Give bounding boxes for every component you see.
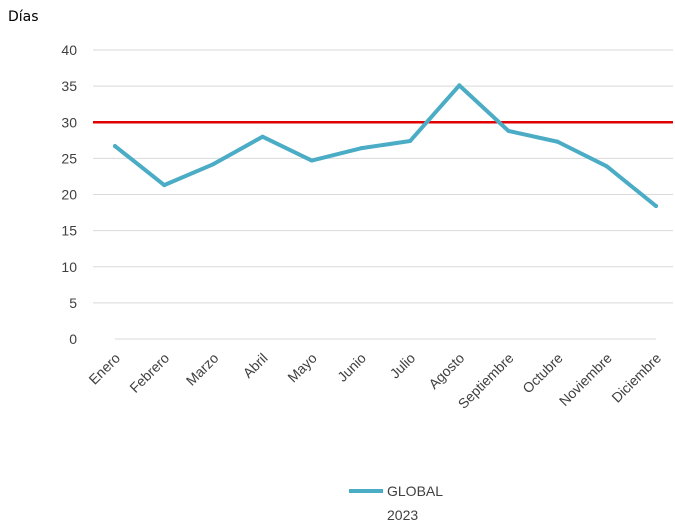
x-tick-label: Abril	[240, 350, 271, 381]
data-point	[555, 139, 560, 144]
legend-label-line2: 2023	[387, 507, 418, 523]
x-tick-label: Noviembre	[556, 350, 615, 409]
x-tick-label: Octubre	[519, 350, 566, 397]
y-tick-label: 5	[69, 295, 77, 311]
gridlines	[93, 49, 673, 340]
x-tick-label: Marzo	[183, 350, 222, 389]
series-line	[113, 83, 658, 209]
y-axis-label: Días	[8, 9, 39, 25]
data-point	[506, 128, 511, 133]
data-point	[260, 134, 265, 139]
x-tick-label: Diciembre	[608, 350, 664, 406]
y-tick-label: 15	[61, 223, 77, 239]
data-point	[309, 158, 314, 163]
y-tick-labels: 0 5 10 15 20 25 30 35 40	[61, 42, 77, 347]
data-point	[113, 144, 117, 149]
y-tick-label: 25	[61, 150, 77, 166]
data-point	[408, 139, 413, 144]
y-tick-label: 30	[61, 114, 77, 130]
y-tick-label: 20	[61, 187, 77, 203]
x-tick-label: Junio	[334, 350, 369, 385]
data-point	[457, 83, 462, 88]
data-point	[604, 164, 609, 169]
x-tick-label: Enero	[85, 350, 123, 388]
y-tick-label: 10	[61, 259, 77, 275]
data-point	[162, 183, 167, 188]
y-tick-label: 35	[61, 78, 77, 94]
x-tick-label: Mayo	[284, 350, 320, 386]
legend-label: GLOBAL	[387, 483, 443, 499]
x-tick-labels: Enero Febrero Marzo Abril Mayo Junio Julio Agos…	[85, 350, 664, 412]
x-tick-label: Febrero	[126, 350, 172, 396]
series-group	[113, 83, 658, 209]
y-tick-label: 40	[61, 42, 77, 58]
data-point	[211, 162, 216, 167]
legend: GLOBAL 2023	[349, 483, 443, 523]
y-tick-label: 0	[69, 331, 77, 347]
data-point	[358, 146, 363, 151]
x-tick-label: Julio	[387, 350, 419, 382]
x-tick-label: Agosto	[425, 350, 467, 392]
data-point	[654, 204, 658, 209]
